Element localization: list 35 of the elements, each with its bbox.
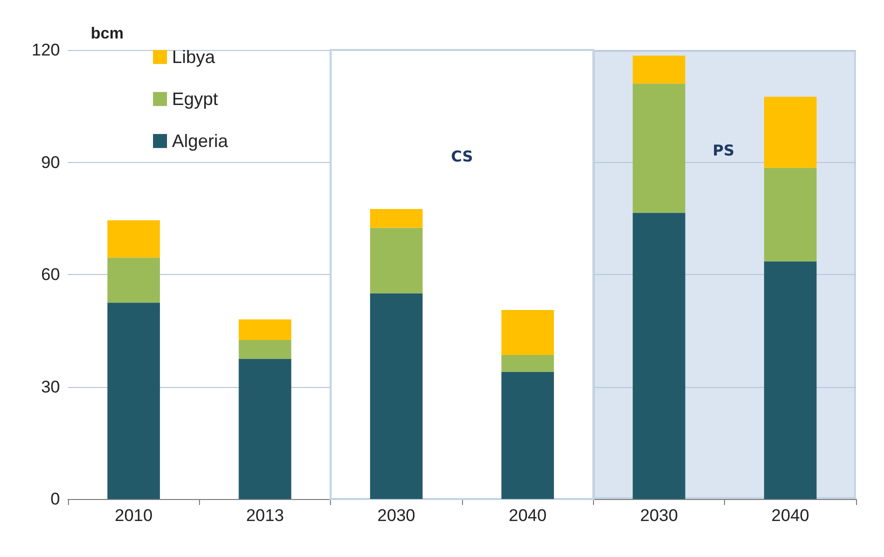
bar	[501, 354, 554, 372]
bar	[764, 96, 817, 168]
x-tick-label: 2030	[377, 506, 416, 525]
annotation: PS	[712, 142, 734, 160]
legend-label: Algeria	[172, 131, 230, 151]
y-tick-label: 120	[32, 40, 60, 60]
legend-label: Egypt	[172, 89, 218, 109]
bar	[370, 228, 423, 294]
bar	[238, 358, 292, 499]
bar	[107, 220, 160, 258]
y-axis-title: bcm	[90, 26, 124, 42]
x-tick-label: 2040	[771, 506, 810, 525]
band-label: CS	[450, 148, 474, 166]
y-tick-label: 30	[41, 377, 60, 396]
y-tick-label: 90	[41, 152, 60, 172]
bar	[632, 84, 686, 213]
bar	[370, 293, 423, 499]
bar	[632, 56, 686, 84]
y-tick-label: 0	[50, 490, 60, 508]
x-tick-label: 2030	[640, 506, 678, 525]
y-tick-label: 60	[41, 265, 60, 284]
bar	[107, 302, 160, 499]
bar	[632, 212, 686, 499]
bar	[238, 340, 292, 359]
bar	[370, 209, 423, 228]
bar	[501, 310, 554, 355]
bar	[764, 168, 817, 262]
x-tick-label: 2010	[114, 506, 153, 525]
x-tick-label: 2013	[246, 506, 284, 525]
bar	[501, 372, 554, 499]
legend-label: Libya	[172, 47, 216, 67]
bar	[238, 319, 292, 340]
bar	[107, 258, 160, 303]
x-tick-label: 2040	[508, 506, 547, 525]
bar	[764, 261, 817, 499]
